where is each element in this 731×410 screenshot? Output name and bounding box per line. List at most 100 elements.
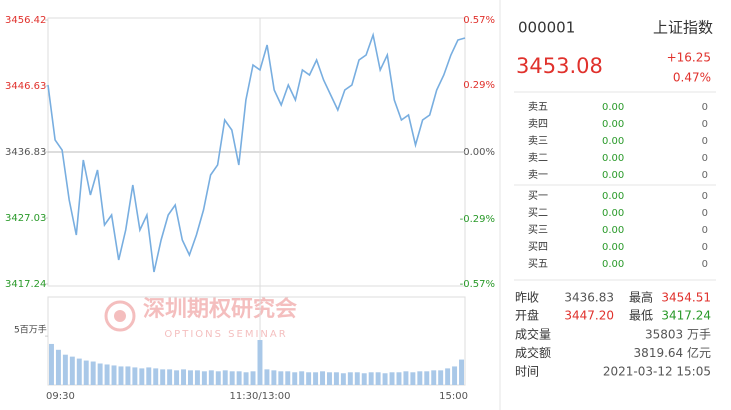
y2-tick-label: -0.57% [460,279,495,290]
book-volume: 0 [702,259,708,270]
x-tick-label: 11:30/13:00 [230,391,291,402]
volume-bar [354,372,360,385]
book-price: 0.00 [602,102,624,113]
watermark-title: 深圳期权研究会 [143,296,297,322]
volume-frame [47,296,466,386]
volume-bar [118,366,124,385]
total-value: 2021-03-12 15:05 [603,365,711,379]
volume-bar [76,358,82,385]
stat-label: 最高 [629,290,653,305]
total-value: 35803 万手 [645,328,711,342]
volume-bar [361,373,367,385]
book-label: 卖五 [528,101,548,113]
book-label: 卖三 [528,135,548,147]
volume-bar [347,372,353,385]
y2-tick-label: 0.00% [463,147,495,158]
book-volume: 0 [702,242,708,253]
stat-value: 3447.20 [564,309,614,323]
volume-bar [62,354,68,385]
volume-bar [229,371,235,385]
book-volume: 0 [702,102,708,113]
volume-bar [271,370,277,385]
volume-bar [55,349,61,385]
volume-bar [452,366,458,385]
volume-tick-label: 5百万手 [14,324,47,336]
book-price: 0.00 [602,208,624,219]
volume-bar [292,372,298,385]
volume-bar [382,373,388,385]
volume-bar [306,372,312,385]
volume-bar [257,340,263,385]
index-name: 上证指数 [653,19,713,37]
volume-bar [167,369,173,385]
y2-tick-label: -0.29% [460,214,495,225]
total-label: 时间 [515,365,539,379]
volume-bar [445,368,451,385]
book-price: 0.00 [602,170,624,181]
y-tick-label: 3456.42 [5,15,46,26]
volume-bar [215,371,221,385]
volume-bar [188,370,193,385]
book-label: 买一 [528,190,548,202]
volume-bar [222,370,228,385]
volume-bar [49,343,54,385]
volume-bar [278,371,284,385]
volume-bar [69,356,75,385]
volume-bar [417,371,423,385]
total-value: 3819.64 亿元 [634,345,711,360]
stat-label: 最低 [629,309,653,323]
volume-bar [194,370,200,385]
stat-label: 昨收 [515,291,539,305]
volume-bar [97,363,103,385]
volume-bar [160,369,166,385]
volume-bar [125,366,131,385]
volume-bar [90,361,96,385]
volume-bar [250,371,256,385]
price-change-pct: 0.47% [673,71,711,85]
volume-bar [438,370,444,385]
volume-bar [181,369,186,385]
book-label: 卖四 [528,118,548,130]
book-price: 0.00 [602,242,624,253]
y-tick-label: 3446.63 [5,81,46,92]
volume-bar [153,368,159,385]
volume-bar [320,371,325,385]
last-price: 3453.08 [516,54,603,78]
volume-bar [139,368,145,385]
volume-bar [208,370,214,385]
x-tick-label: 09:30 [46,391,75,402]
volume-bar [368,372,374,385]
watermark-logo-core [114,310,126,322]
volume-bar [424,371,430,385]
volume-bar [132,367,138,385]
volume-bar [111,365,117,385]
book-price: 0.00 [602,153,624,164]
book-volume: 0 [702,136,708,147]
book-price: 0.00 [602,136,624,147]
volume-bar [146,367,152,385]
book-label: 卖二 [528,152,548,164]
volume-bar [299,371,305,385]
book-volume: 0 [702,170,708,181]
price-line [47,31,466,273]
price-change: +16.25 [667,51,711,65]
book-label: 买二 [528,207,548,219]
book-label: 买五 [528,258,548,270]
volume-bar [243,372,249,385]
book-volume: 0 [702,191,708,202]
volume-bar [431,370,437,385]
watermark-subtitle: OPTIONS SEMINAR [164,329,287,340]
volume-bar [285,371,291,385]
total-label: 成交额 [515,345,551,360]
volume-bar [174,370,180,385]
volume-bar [340,373,346,385]
total-label: 成交量 [515,327,551,342]
volume-bar [396,372,402,385]
book-volume: 0 [702,208,708,219]
book-price: 0.00 [602,119,624,130]
book-label: 买四 [528,241,548,253]
stat-value: 3417.24 [661,309,711,323]
volume-bar [327,372,332,385]
volume-bar [389,372,395,385]
